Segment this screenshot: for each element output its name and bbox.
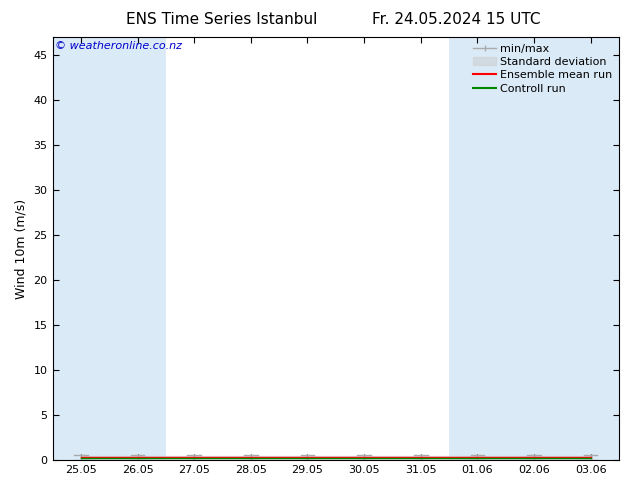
Y-axis label: Wind 10m (m/s): Wind 10m (m/s) — [15, 198, 28, 299]
Text: © weatheronline.co.nz: © weatheronline.co.nz — [55, 41, 183, 51]
Bar — [562, 37, 619, 460]
Bar — [506, 37, 562, 460]
Text: Fr. 24.05.2024 15 UTC: Fr. 24.05.2024 15 UTC — [372, 12, 541, 27]
Bar — [109, 37, 166, 460]
Legend: min/max, Standard deviation, Ensemble mean run, Controll run: min/max, Standard deviation, Ensemble me… — [469, 39, 617, 98]
Bar — [449, 37, 506, 460]
Bar — [53, 37, 109, 460]
Text: ENS Time Series Istanbul: ENS Time Series Istanbul — [126, 12, 318, 27]
